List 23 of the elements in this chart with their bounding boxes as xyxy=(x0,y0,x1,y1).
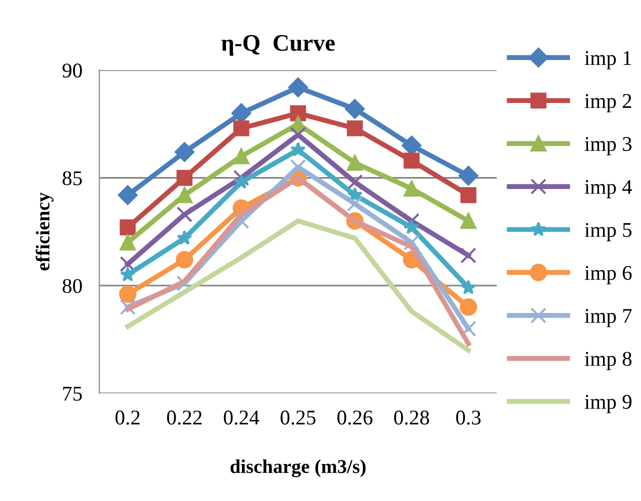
legend-label: imp 9 xyxy=(584,394,632,414)
legend-label: imp 7 xyxy=(584,308,632,328)
chart-title: η-Q Curve xyxy=(221,35,335,56)
legend-label: imp 8 xyxy=(584,352,632,370)
x-tick-label: 0.22 xyxy=(167,410,202,425)
x-tick-label: 0.25 xyxy=(280,410,316,425)
y-tick-label: 80 xyxy=(62,278,82,294)
y-axis-title: efficiency xyxy=(36,192,54,270)
y-tick-label: 75 xyxy=(63,386,82,401)
legend-label: imp 2 xyxy=(584,94,632,112)
legend-label: imp 3 xyxy=(584,137,632,156)
x-tick-label: 0.24 xyxy=(224,410,260,425)
x-tick-label: 0.3 xyxy=(456,410,481,425)
y-tick-label: 90 xyxy=(62,64,82,78)
x-tick-label: 0.26 xyxy=(337,410,372,425)
x-tick-label: 0.28 xyxy=(394,410,430,425)
x-axis-title: discharge (m3/s) xyxy=(230,459,366,478)
legend-label: imp 1 xyxy=(584,51,632,70)
legend-label: imp 5 xyxy=(584,222,632,242)
y-tick-label: 85 xyxy=(62,171,82,186)
legend-label: imp 4 xyxy=(584,180,632,198)
legend-label: imp 6 xyxy=(584,266,632,284)
x-tick-label: 0.2 xyxy=(116,410,140,425)
